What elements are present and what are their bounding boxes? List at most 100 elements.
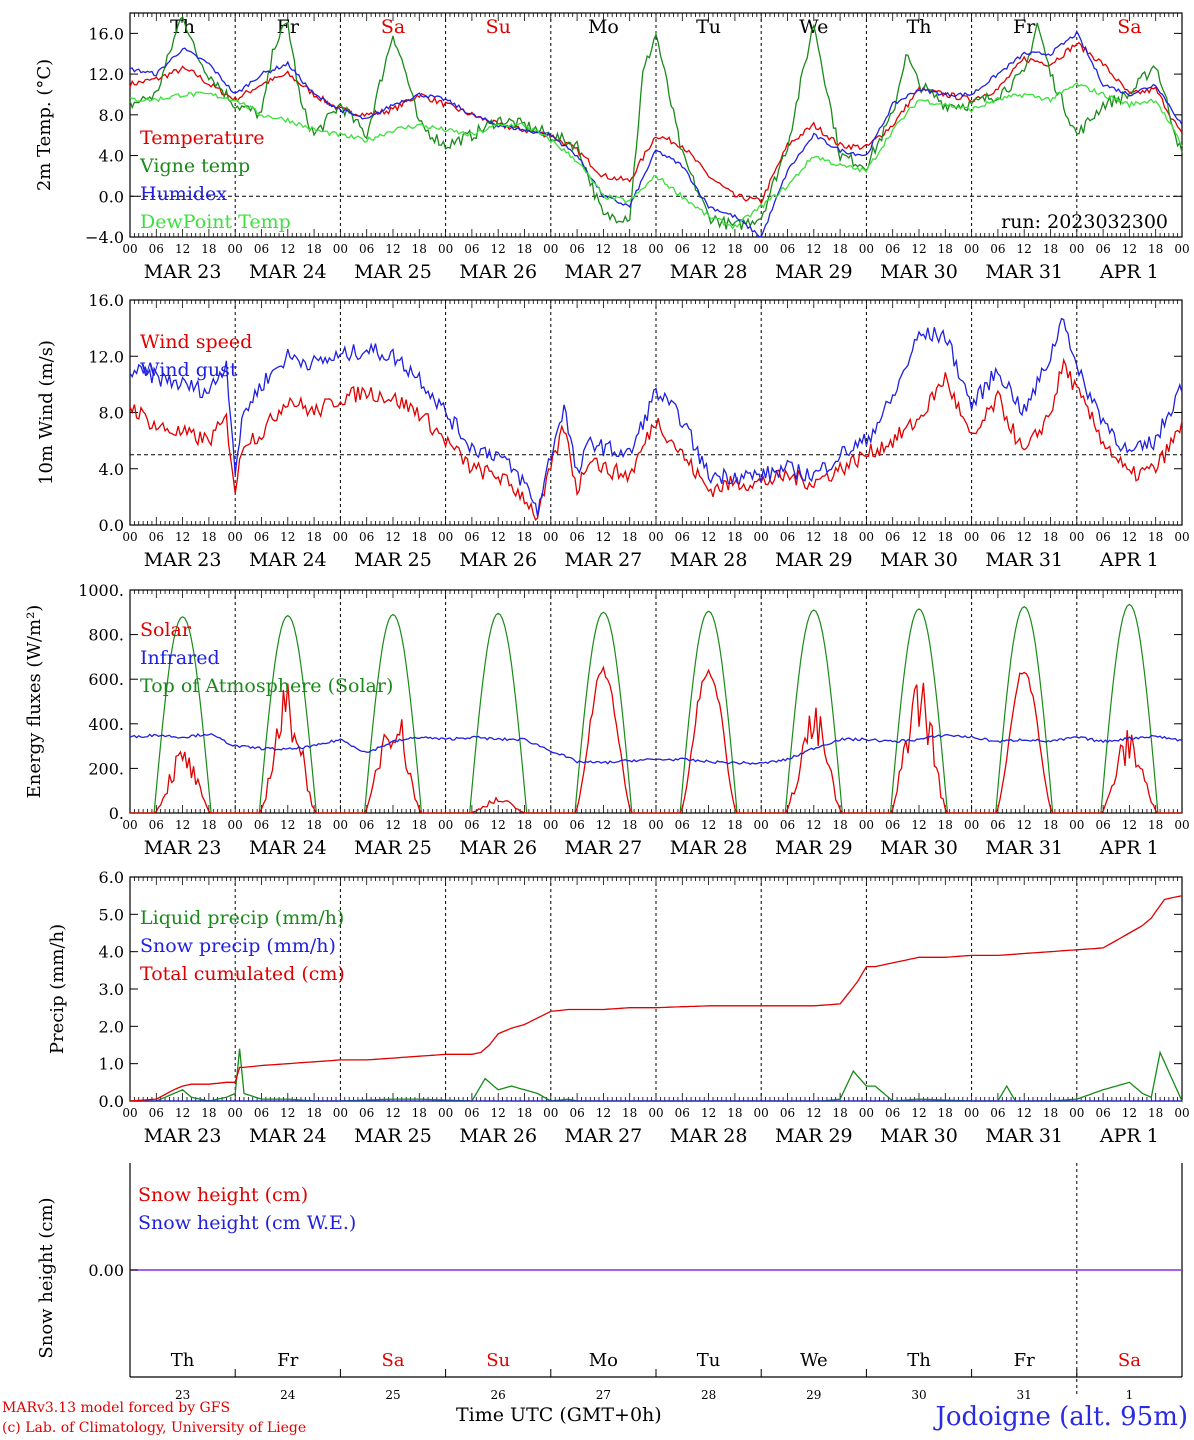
y-tick-label: 0.0 xyxy=(99,516,124,535)
hour-tick-label: 18 xyxy=(622,242,637,256)
date-label: MAR 24 xyxy=(249,549,327,571)
hour-tick-label: 00 xyxy=(122,818,137,832)
date-label: MAR 27 xyxy=(565,837,643,859)
y-tick-label: 400. xyxy=(88,715,124,734)
hour-tick-label: 00 xyxy=(543,242,558,256)
hour-tick-label: 06 xyxy=(254,818,269,832)
hour-tick-label: 06 xyxy=(254,530,269,544)
date-label: MAR 26 xyxy=(459,1125,537,1147)
temp-series-line xyxy=(129,81,1183,230)
weekday-label: Sa xyxy=(381,1350,404,1371)
hour-tick-label: 12 xyxy=(596,1106,611,1120)
hour-tick-label: 18 xyxy=(412,1106,427,1120)
y-axis-label: Snow height (cm) xyxy=(36,1197,57,1358)
day-number-label: 28 xyxy=(701,1388,716,1402)
hour-tick-label: 00 xyxy=(122,1106,137,1120)
hour-tick-label: 12 xyxy=(175,1106,190,1120)
hour-tick-label: 12 xyxy=(1017,242,1032,256)
precip-series-line xyxy=(129,895,1183,1102)
hour-tick-label: 12 xyxy=(385,530,400,544)
y-axis-label: Precip (mm/h) xyxy=(47,924,68,1054)
hour-tick-label: 00 xyxy=(1069,1106,1084,1120)
hour-tick-label: 12 xyxy=(175,242,190,256)
hour-tick-label: 18 xyxy=(1043,242,1058,256)
hour-tick-label: 06 xyxy=(254,242,269,256)
y-tick-label: 8.0 xyxy=(99,106,124,125)
date-label: MAR 24 xyxy=(249,837,327,859)
y-tick-label: 12.0 xyxy=(88,347,124,366)
legend-entry: Humidex xyxy=(140,183,227,205)
hour-tick-label: 12 xyxy=(385,242,400,256)
hour-tick-label: 06 xyxy=(1095,1106,1110,1120)
hour-tick-label: 18 xyxy=(727,242,742,256)
legend-entry: Solar xyxy=(140,619,192,641)
hour-tick-label: 18 xyxy=(727,530,742,544)
hour-tick-label: 18 xyxy=(306,242,321,256)
hour-tick-label: 00 xyxy=(438,818,453,832)
hour-tick-label: 06 xyxy=(1095,530,1110,544)
legend-entry: Top of Atmosphere (Solar) xyxy=(140,675,393,697)
hour-tick-label: 18 xyxy=(517,242,532,256)
date-label: APR 1 xyxy=(1099,1125,1159,1147)
hour-tick-label: 18 xyxy=(1148,242,1163,256)
lab-credit: (c) Lab. of Climatology, University of L… xyxy=(2,1420,307,1436)
hour-tick-label: 12 xyxy=(701,1106,716,1120)
hour-tick-label: 00 xyxy=(964,242,979,256)
weekday-label: Tu xyxy=(697,1350,721,1371)
hour-tick-label: 18 xyxy=(517,818,532,832)
hour-tick-label: 18 xyxy=(622,530,637,544)
weekday-label: Th xyxy=(907,1350,931,1371)
hour-tick-label: 06 xyxy=(359,818,374,832)
day-number-label: 26 xyxy=(491,1388,506,1402)
hour-tick-label: 18 xyxy=(517,530,532,544)
hour-tick-label: 00 xyxy=(543,818,558,832)
hour-tick-label: 06 xyxy=(885,530,900,544)
hour-tick-label: 18 xyxy=(1148,530,1163,544)
hour-tick-label: 18 xyxy=(201,1106,216,1120)
date-label: MAR 27 xyxy=(565,549,643,571)
weekday-label: Su xyxy=(486,16,511,38)
legend-entry: Wind speed xyxy=(140,331,252,353)
hour-tick-label: 12 xyxy=(1122,242,1137,256)
hour-tick-label: 00 xyxy=(438,1106,453,1120)
hour-tick-label: 18 xyxy=(832,818,847,832)
y-tick-label: 600. xyxy=(88,670,124,689)
hour-tick-label: 06 xyxy=(569,1106,584,1120)
y-tick-label: 3.0 xyxy=(99,980,124,999)
hour-tick-label: 12 xyxy=(911,818,926,832)
hour-tick-label: 18 xyxy=(622,818,637,832)
date-label: MAR 31 xyxy=(985,1125,1063,1147)
hour-tick-label: 00 xyxy=(122,242,137,256)
hour-tick-label: 12 xyxy=(911,242,926,256)
hour-tick-label: 06 xyxy=(569,818,584,832)
hour-tick-label: 18 xyxy=(201,818,216,832)
date-label: MAR 29 xyxy=(775,1125,853,1147)
y-tick-label: 0. xyxy=(109,804,124,823)
hour-tick-label: 12 xyxy=(701,530,716,544)
hour-tick-label: 06 xyxy=(569,530,584,544)
hour-tick-label: 18 xyxy=(306,818,321,832)
hour-tick-label: 12 xyxy=(175,818,190,832)
hour-tick-label: 12 xyxy=(596,242,611,256)
hour-tick-label: 12 xyxy=(1122,530,1137,544)
hour-tick-label: 06 xyxy=(464,818,479,832)
legend-entry: Vigne temp xyxy=(139,155,250,177)
hour-tick-label: 06 xyxy=(1095,818,1110,832)
hour-tick-label: 18 xyxy=(1043,1106,1058,1120)
weekday-label: Mo xyxy=(588,16,619,38)
hour-tick-label: 18 xyxy=(938,530,953,544)
hour-tick-label: 06 xyxy=(675,818,690,832)
run-label: run: 2023032300 xyxy=(1001,211,1168,233)
hour-tick-label: 06 xyxy=(990,818,1005,832)
hour-tick-label: 12 xyxy=(280,818,295,832)
legend-entry: Snow height (cm W.E.) xyxy=(138,1212,356,1234)
temp-series-line xyxy=(129,16,1183,230)
hour-tick-label: 00 xyxy=(754,242,769,256)
hour-tick-label: 00 xyxy=(228,1106,243,1120)
wind-series-line xyxy=(129,357,1183,522)
hour-tick-label: 06 xyxy=(149,818,164,832)
hour-tick-label: 18 xyxy=(201,530,216,544)
y-tick-label: 800. xyxy=(88,626,124,645)
date-label: MAR 26 xyxy=(459,261,537,283)
y-tick-label: 6.0 xyxy=(99,868,124,887)
